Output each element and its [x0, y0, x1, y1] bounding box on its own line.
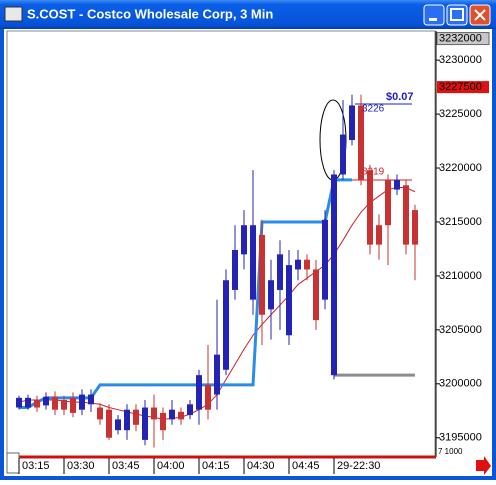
candle-body	[304, 259, 310, 270]
last-price-box	[437, 81, 489, 94]
candle-body	[43, 396, 49, 406]
x-tick-label: 03:15	[22, 460, 50, 472]
candle-body	[241, 225, 247, 255]
candle-body	[385, 179, 391, 226]
candle-body	[394, 179, 400, 190]
app-icon	[4, 6, 23, 22]
x-tick-label: 03:30	[67, 460, 95, 472]
y-tick-label: 3220000	[439, 162, 482, 174]
candle-body	[205, 384, 211, 410]
candle-body	[358, 105, 364, 180]
footer-note: 7 1000	[438, 447, 463, 456]
candle-body	[367, 170, 373, 245]
candle-body	[412, 210, 418, 245]
candle-body	[79, 394, 85, 410]
scroll-box[interactable]	[6, 452, 20, 474]
candle-body	[16, 397, 22, 408]
candle-body	[160, 412, 166, 431]
x-tick-label: 04:30	[247, 460, 275, 472]
y-tick-label: 3230000	[439, 54, 482, 66]
candle-body	[196, 375, 202, 410]
candle-body	[106, 409, 112, 438]
x-tick-label: 04:15	[202, 460, 230, 472]
candle-body	[214, 354, 220, 395]
candle-body	[34, 399, 40, 408]
candle-body	[268, 280, 274, 310]
candle-body	[70, 397, 76, 413]
title-bar	[0, 0, 496, 29]
y-tick-label: 3215000	[439, 216, 482, 228]
candle-body	[322, 219, 328, 300]
last-price-label: 3227500	[439, 81, 482, 93]
candle-body	[133, 409, 139, 425]
candle-body	[403, 185, 409, 245]
scroll-arrow[interactable]	[476, 456, 491, 475]
maximize-icon	[450, 8, 464, 21]
candle-body	[286, 265, 292, 336]
candle-body	[295, 259, 301, 270]
candle-body	[115, 419, 121, 431]
plot-layer: 3195000 3200000 3205000 3210000 3215000 32200…	[16, 32, 490, 474]
candle-body	[349, 105, 355, 140]
candle-body	[376, 225, 382, 245]
candle-body	[169, 409, 175, 420]
annotation: $0.07	[386, 91, 414, 103]
minimize-button[interactable]	[423, 4, 445, 26]
candle-body	[124, 409, 130, 431]
close-icon	[474, 9, 486, 21]
candle-body	[277, 254, 283, 290]
candle-body	[88, 394, 94, 405]
candle-body	[340, 134, 346, 175]
candle-body	[313, 269, 319, 321]
annotation: 3226	[362, 104, 385, 115]
y-tick-label: 3200000	[439, 378, 482, 390]
y-tick-label: 3205000	[439, 324, 482, 336]
x-tick-label: 04:00	[157, 460, 185, 472]
candle-body	[151, 407, 157, 420]
candle-body	[232, 250, 238, 290]
candle-body	[223, 280, 229, 370]
candle-body	[97, 407, 103, 420]
top-label-box	[436, 32, 490, 46]
candle-body	[178, 411, 184, 420]
x-tick-label: 03:45	[112, 460, 140, 472]
minimize-icon	[429, 18, 437, 21]
candle-body	[61, 399, 67, 410]
candle-body	[331, 174, 337, 376]
x-tick-label: 29-22:30	[337, 460, 380, 472]
y-tick-label: 3195000	[439, 432, 482, 444]
annotation: 3219	[362, 167, 385, 178]
candle-body	[187, 404, 193, 416]
candle-body	[25, 397, 31, 408]
candle-body	[259, 234, 265, 315]
candle-body	[142, 407, 148, 440]
candle-body	[250, 225, 256, 300]
y-tick-label: 3225000	[439, 108, 482, 120]
x-tick-label: 04:45	[292, 460, 320, 472]
candle-body	[52, 396, 58, 410]
top-label: 3232000	[439, 32, 482, 44]
window-title: S.COST - Costco Wholesale Corp, 3 Min	[27, 6, 273, 21]
y-tick-label: 3210000	[439, 270, 482, 282]
